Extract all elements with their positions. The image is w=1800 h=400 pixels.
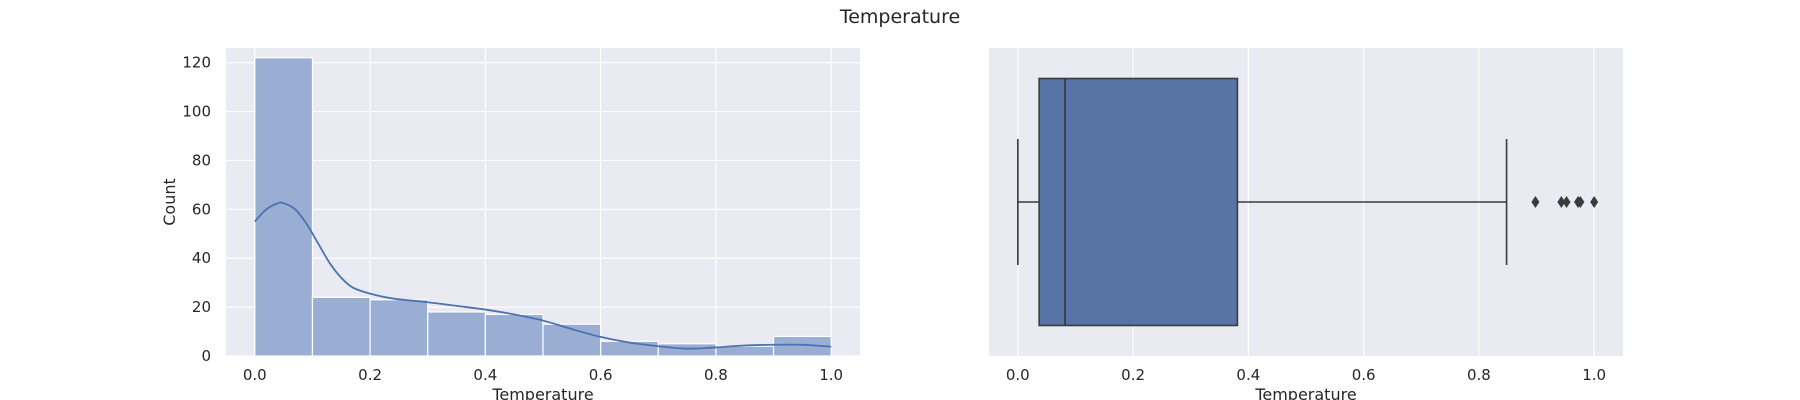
boxplot-outlier-point [1557, 196, 1566, 208]
histogram-y-tick-label: 0 [201, 347, 211, 365]
histogram-bar [600, 340, 659, 357]
histogram-bar [369, 299, 429, 357]
boxplot-x-tick-label: 0.6 [1352, 366, 1376, 384]
histogram-y-tick-label: 40 [192, 249, 211, 267]
boxplot-box [1038, 77, 1239, 327]
kde-line [254, 201, 832, 350]
boxplot-x-tick-labels: 0.0 0.2 0.4 0.6 0.8 1.0 [1006, 366, 1606, 384]
boxplot-x-axis-label: Temperature [1254, 385, 1356, 400]
histogram-x-tick-label: 0.6 [589, 366, 613, 384]
histogram-bar [657, 343, 717, 357]
histogram-x-tick-label: 0.8 [704, 366, 728, 384]
boxplot-x-tick-label: 0.8 [1467, 366, 1491, 384]
boxplot-outlier-point [1531, 196, 1540, 208]
boxplot-marks [1017, 77, 1599, 327]
histogram-bar [484, 313, 544, 357]
figure-title: Temperature [839, 6, 960, 28]
boxplot-outlier-point [1576, 196, 1585, 208]
boxplot-outlier-point [1590, 196, 1599, 208]
histogram-x-tick-labels: 0.0 0.2 0.4 0.6 0.8 1.0 [243, 366, 843, 384]
histogram-y-axis-label: Count [160, 178, 179, 226]
histogram-panel: 0.0 0.2 0.4 0.6 0.8 1.0 0 20 40 60 80 100 120 Tempe… [160, 48, 860, 400]
histogram-bar [427, 311, 486, 357]
histogram-x-axis-label: Temperature [491, 385, 593, 400]
boxplot-outlier-point [1562, 196, 1571, 208]
histogram-x-tick-label: 1.0 [819, 366, 843, 384]
boxplot-x-tick-label: 0.2 [1121, 366, 1145, 384]
histogram-y-tick-label: 20 [192, 298, 211, 316]
boxplot-panel: 0.0 0.2 0.4 0.6 0.8 1.0 Temperature [989, 48, 1623, 400]
histogram-x-tick-label: 0.4 [473, 366, 497, 384]
histogram-bar [311, 296, 371, 357]
boxplot-x-tick-label: 1.0 [1582, 366, 1606, 384]
histogram-y-tick-label: 60 [192, 200, 211, 218]
histogram-x-tick-label: 0.2 [358, 366, 382, 384]
boxplot-x-tick-label: 0.0 [1006, 366, 1030, 384]
histogram-y-tick-label: 120 [182, 54, 211, 72]
histogram-y-tick-label: 80 [192, 151, 211, 169]
boxplot-x-tick-label: 0.4 [1236, 366, 1260, 384]
histogram-y-tick-labels: 0 20 40 60 80 100 120 [182, 54, 211, 365]
histogram-bar [254, 57, 314, 357]
histogram-y-tick-label: 100 [182, 103, 211, 121]
histogram-x-tick-label: 0.0 [243, 366, 267, 384]
